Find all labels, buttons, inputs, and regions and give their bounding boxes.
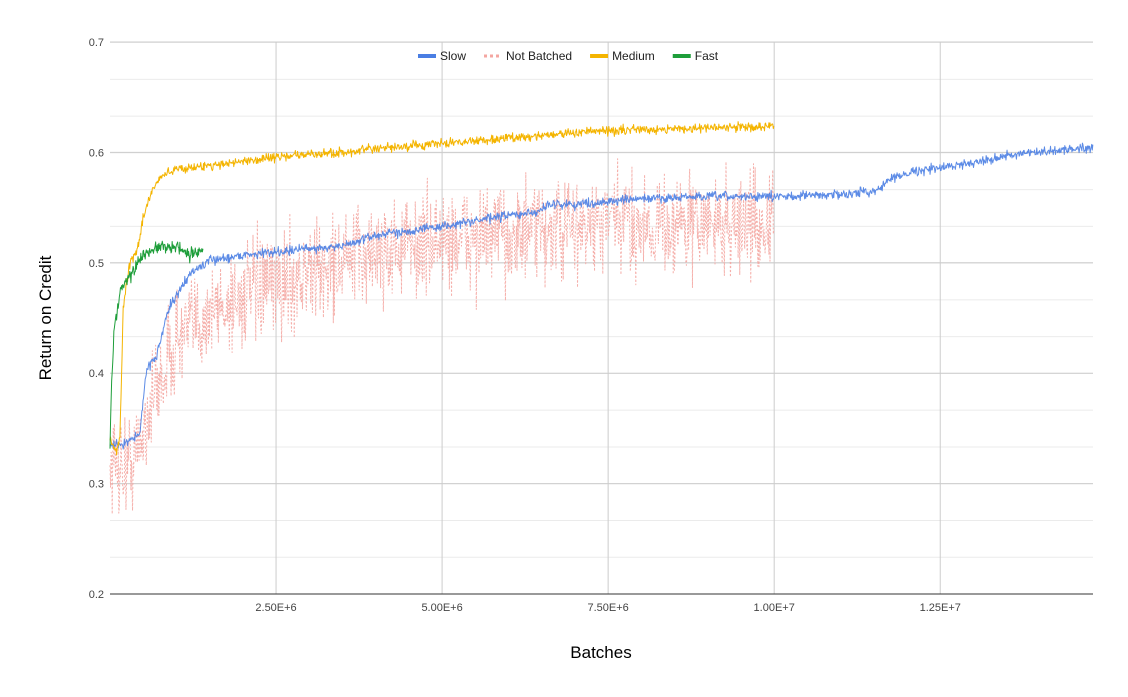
legend-label-medium: Medium [612, 49, 655, 63]
legend-label-slow: Slow [440, 49, 466, 63]
y-tick-label: 0.4 [89, 368, 104, 380]
x-tick-label: 1.00E+7 [754, 602, 795, 614]
series-line-not-batched [109, 158, 775, 515]
y-tick-label: 0.2 [89, 589, 104, 601]
y-axis-title: Return on Credit [36, 255, 55, 380]
legend: Slow Not Batched Medium Fast [418, 49, 719, 63]
x-tick-label: 2.50E+6 [255, 602, 296, 614]
x-tick-label: 7.50E+6 [587, 602, 628, 614]
legend-label-not-batched: Not Batched [506, 49, 572, 63]
x-tick-label: 1.25E+7 [920, 602, 961, 614]
y-tick-label: 0.7 [89, 37, 104, 49]
x-axis-title: Batches [570, 643, 631, 662]
series-lines [109, 121, 1094, 515]
legend-label-fast: Fast [695, 49, 719, 63]
y-tick-label: 0.3 [89, 479, 104, 491]
y-tick-label: 0.5 [89, 258, 104, 270]
axis-ticks: 0.2 0.3 0.4 0.5 0.6 0.7 2.50E+6 5.00E+6 7.50E+6 1… [89, 37, 961, 614]
series-line-fast [109, 240, 204, 449]
x-tick-label: 5.00E+6 [421, 602, 462, 614]
series-line-medium [109, 121, 775, 456]
grid [110, 41, 1093, 595]
series-line-slow [109, 142, 1094, 450]
y-tick-label: 0.6 [89, 147, 104, 159]
